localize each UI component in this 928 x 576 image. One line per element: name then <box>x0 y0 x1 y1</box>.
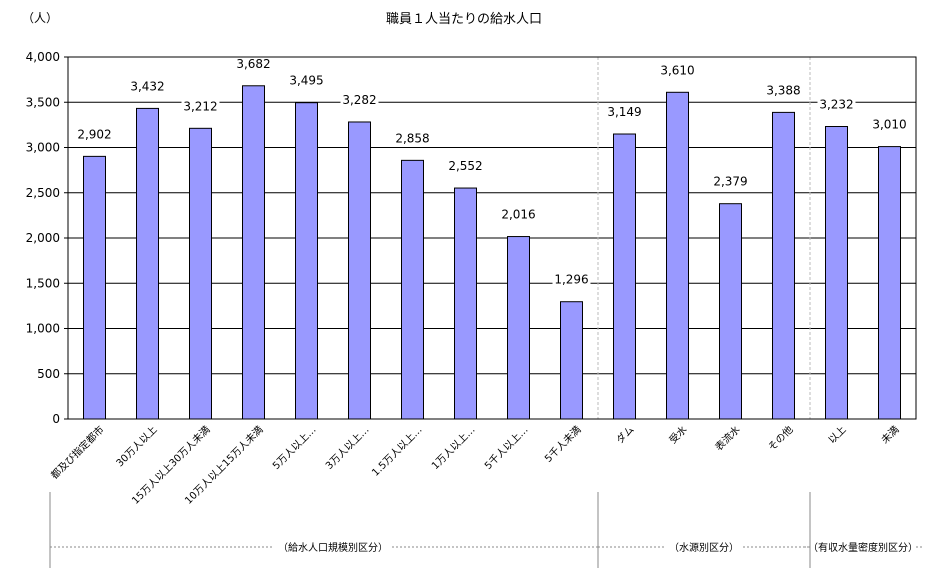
bar <box>507 236 530 420</box>
bars <box>83 85 901 420</box>
value-label: 3,149 <box>607 105 641 119</box>
value-label: 3,010 <box>872 118 906 132</box>
value-label: 2,552 <box>448 159 482 173</box>
y-tick-label: 1,000 <box>26 322 60 336</box>
bar <box>878 146 901 420</box>
chart-title: 職員１人当たりの給水人口 <box>386 12 542 27</box>
group-label: （有収水量密度別区分） <box>808 541 918 554</box>
group-labels: （給水人口規模別区分） （水源別区分） （有収水量密度別区分） <box>49 492 922 568</box>
y-tick-label: 0 <box>52 412 60 426</box>
value-label-bg <box>181 99 220 114</box>
y-tick-label: 500 <box>37 367 60 381</box>
category-label: その他 <box>765 423 795 453</box>
y-tick-label: 1,500 <box>26 276 60 290</box>
bar <box>189 127 212 420</box>
group-label: （給水人口規模別区分） <box>278 541 388 554</box>
bar <box>401 159 424 420</box>
value-label: 3,610 <box>660 63 694 77</box>
value-label-bg <box>658 63 697 78</box>
value-label-bg <box>128 79 167 94</box>
value-label-bg <box>552 272 591 287</box>
category-label: 1.5万人以上… <box>370 424 425 479</box>
category-label: 受水 <box>667 424 690 447</box>
value-label-bg <box>75 127 114 142</box>
value-label: 2,379 <box>713 175 747 189</box>
bar <box>666 91 689 420</box>
y-axis-ticks: 0 500 1,000 1,500 2,000 2,500 3,000 3,500 4,000 <box>26 50 68 426</box>
value-label-bg <box>287 73 326 88</box>
bar <box>560 301 583 420</box>
category-label: 5千人以上… <box>482 424 530 472</box>
category-label: 5千人未満 <box>542 424 583 465</box>
value-label: 3,432 <box>130 79 164 93</box>
value-labels: 2,902 3,432 3,212 3,682 3,495 3,282 2,858 2,552… <box>75 56 909 287</box>
value-label: 3,495 <box>289 74 323 88</box>
category-label: 1万人以上… <box>429 424 477 472</box>
category-label: 5万人以上… <box>270 424 318 472</box>
bar <box>613 133 636 420</box>
y-tick-label: 4,000 <box>26 50 60 64</box>
category-label: 未満 <box>879 424 902 447</box>
bar <box>348 121 371 420</box>
value-label: 2,016 <box>501 208 535 222</box>
value-label-bg <box>340 92 379 107</box>
y-tick-label: 2,500 <box>26 186 60 200</box>
value-label-bg <box>234 56 273 71</box>
bar <box>242 85 265 420</box>
plot-frame <box>67 56 917 420</box>
group-separators <box>597 57 811 419</box>
value-label: 2,902 <box>77 127 111 141</box>
bar <box>136 107 159 420</box>
value-label-bg <box>499 207 538 222</box>
value-label: 3,232 <box>819 98 853 112</box>
y-axis-unit-label: （人） <box>22 11 58 25</box>
bar <box>454 187 477 420</box>
value-label: 3,212 <box>183 99 217 113</box>
bar <box>295 102 318 420</box>
group-label: （水源別区分） <box>669 541 739 554</box>
value-label: 3,682 <box>236 57 270 71</box>
y-tick-label: 3,500 <box>26 95 60 109</box>
category-label: 以上 <box>826 424 849 447</box>
bar <box>83 155 106 420</box>
category-label: ダム <box>613 423 636 446</box>
category-label: 3万人以上… <box>323 424 371 472</box>
value-label-bg <box>817 97 856 112</box>
bar <box>772 111 795 420</box>
value-label-bg <box>870 117 909 132</box>
plot-border <box>67 56 917 420</box>
value-label-bg <box>605 105 644 120</box>
value-label-bg <box>764 83 803 98</box>
y-tick-label: 3,000 <box>26 141 60 155</box>
category-label: 都及び指定都市 <box>48 423 107 482</box>
value-label-bg <box>446 159 485 174</box>
y-tick-label: 2,000 <box>26 231 60 245</box>
value-label: 3,282 <box>342 93 376 107</box>
category-label: 30万人以上 <box>114 424 160 470</box>
value-label-bg <box>711 174 750 189</box>
value-label-bg <box>393 131 432 146</box>
bar <box>719 203 742 420</box>
value-label: 1,296 <box>554 273 588 287</box>
value-label: 3,388 <box>766 83 800 97</box>
value-label: 2,858 <box>395 131 429 145</box>
bar <box>825 126 848 420</box>
category-label: 表流水 <box>712 423 742 453</box>
